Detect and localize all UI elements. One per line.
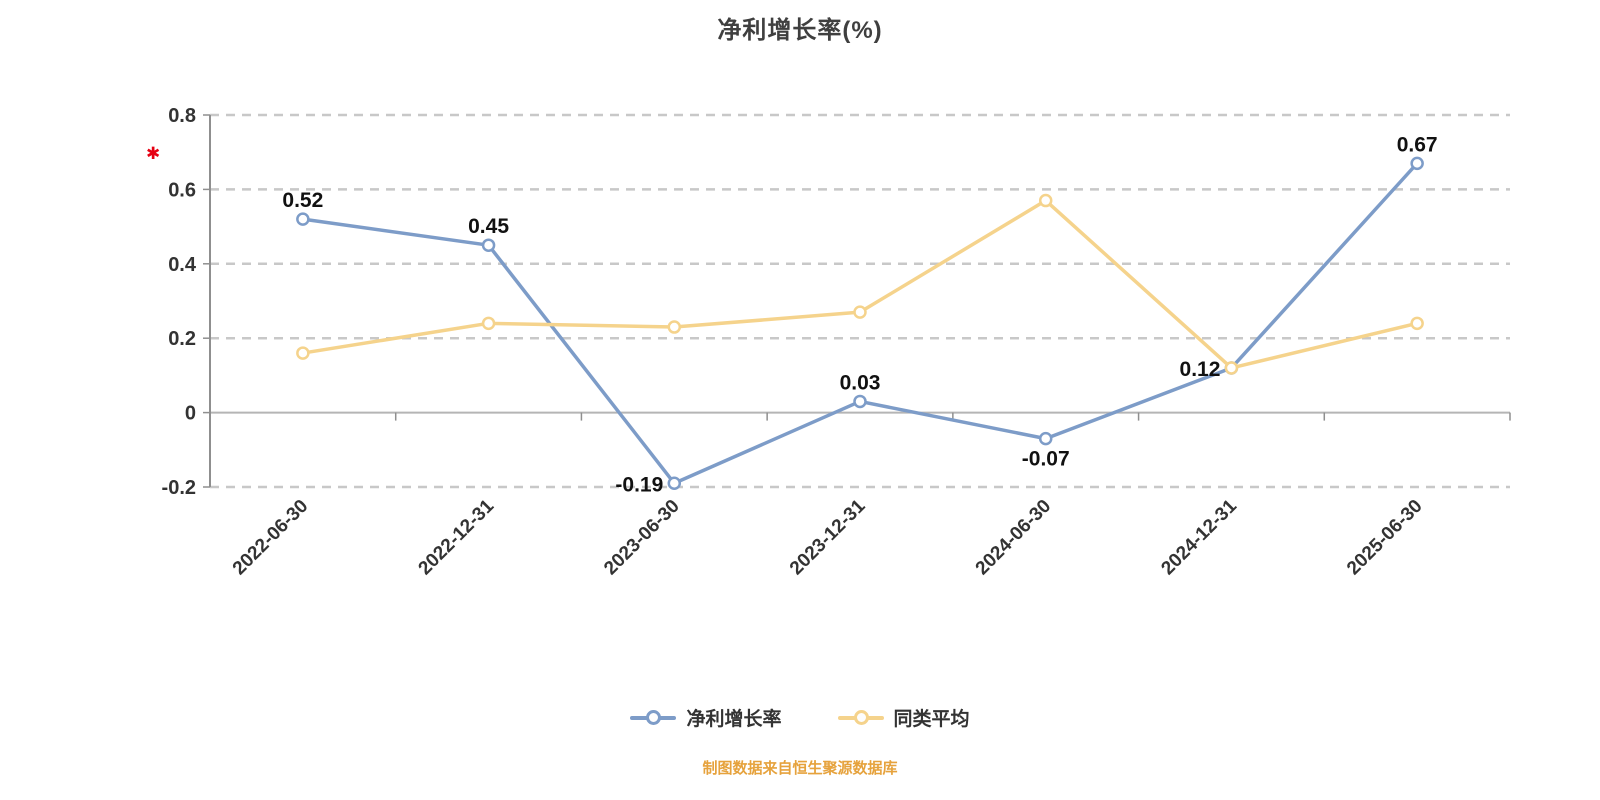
- data-point[interactable]: [667, 320, 682, 334]
- data-point[interactable]: [296, 346, 310, 360]
- data-label: 0.03: [840, 371, 881, 394]
- data-label: -0.07: [1022, 448, 1070, 471]
- data-point[interactable]: [1038, 431, 1053, 446]
- red-asterisk-icon: ✱: [146, 144, 161, 163]
- series-line-0: [301, 161, 1419, 486]
- x-axis-label: 2023-06-30: [600, 496, 684, 580]
- y-axis-label: 0.8: [168, 105, 196, 127]
- y-axis-label: 0.6: [168, 179, 196, 201]
- data-point[interactable]: [1224, 361, 1239, 375]
- chart-title: 净利增长率(%): [717, 17, 883, 44]
- data-label: 0.12: [1180, 358, 1221, 381]
- x-axis-label: 2024-06-30: [972, 496, 1056, 580]
- y-axis-label: -0.2: [162, 477, 196, 499]
- data-label: 0.67: [1397, 133, 1438, 156]
- data-point[interactable]: [853, 394, 867, 409]
- chart-legend: 净利增长率 同类平均: [0, 704, 1600, 731]
- data-point[interactable]: [481, 316, 496, 331]
- legend-item-net-profit-growth[interactable]: 净利增长率: [630, 704, 782, 731]
- x-axis-label: 2022-06-30: [229, 496, 313, 580]
- y-axis-label: 0: [185, 403, 196, 425]
- y-axis-label: 0.4: [168, 254, 197, 276]
- data-point[interactable]: [1410, 156, 1424, 171]
- data-label: 0.52: [282, 189, 323, 212]
- legend-item-category-average[interactable]: 同类平均: [837, 704, 970, 731]
- data-point[interactable]: [296, 212, 310, 226]
- legend-label-net-profit-growth: 净利增长率: [686, 709, 782, 730]
- legend-line-dot-icon: [630, 710, 677, 725]
- legend-label-category-average: 同类平均: [893, 709, 970, 730]
- data-label: -0.19: [615, 473, 663, 496]
- data-point[interactable]: [667, 476, 682, 491]
- legend-line-dot-icon: [837, 710, 884, 725]
- data-source-note: 制图数据来自恒生聚源数据库: [702, 760, 898, 777]
- data-point[interactable]: [1038, 193, 1053, 208]
- x-axis-label: 2023-12-31: [786, 495, 870, 579]
- x-axis-label: 2024-12-31: [1157, 495, 1241, 579]
- x-axis-label: 2022-12-31: [415, 495, 499, 579]
- data-point[interactable]: [1410, 316, 1424, 331]
- legend-dot-icon: [646, 710, 662, 725]
- x-axis-label: 2025-06-30: [1343, 496, 1427, 580]
- data-label: 0.45: [468, 215, 509, 238]
- data-point[interactable]: [481, 238, 496, 252]
- y-axis-label: 0.2: [168, 328, 196, 350]
- data-point[interactable]: [853, 305, 867, 319]
- legend-dot-icon: [853, 710, 869, 725]
